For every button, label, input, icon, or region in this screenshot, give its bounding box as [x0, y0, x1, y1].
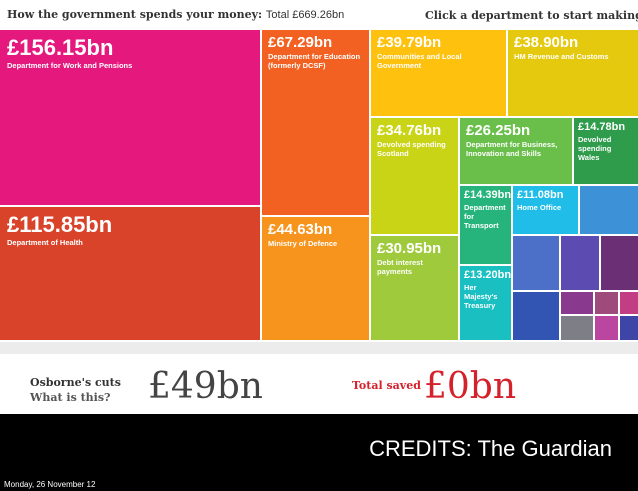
tile-small-department[interactable] — [513, 292, 561, 342]
tile-department: Department for Business, Innovation and … — [466, 140, 558, 158]
tile-small-department[interactable] — [620, 316, 638, 342]
tile-department: Communities and Local Government — [377, 52, 462, 70]
slide-date: Monday, 26 November 12 — [4, 480, 96, 489]
tile-department: Department of Health — [7, 238, 83, 247]
tile-treasury[interactable]: £13.20bn Her Majesty's Treasury — [460, 266, 513, 342]
tile-education[interactable]: £67.29bn Department for Education (forme… — [262, 30, 371, 217]
tile-small-department[interactable] — [601, 236, 638, 292]
total-saved-label: Total saved — [352, 379, 421, 392]
tile-department: Debt interest payments — [377, 258, 423, 276]
tile-small-department[interactable] — [595, 316, 620, 342]
total-spend: Total £669.26bn — [265, 9, 345, 21]
tile-amount: £30.95bn — [377, 240, 442, 257]
tile-communities[interactable]: £39.79bn Communities and Local Governmen… — [371, 30, 508, 118]
tile-health[interactable]: £115.85bn Department of Health — [0, 207, 262, 342]
tile-debt-interest[interactable]: £30.95bn Debt interest payments — [371, 236, 460, 342]
separator-band — [0, 342, 638, 354]
tile-department: Department for Education (formerly DCSF) — [268, 52, 361, 70]
tile-amount: £26.25bn — [466, 122, 531, 139]
total-saved-amount: £0bn — [424, 366, 517, 407]
tile-department: Home Office — [517, 203, 562, 212]
cuts-summary: Osborne's cuts What is this? £49bn Total… — [0, 354, 638, 414]
cta-instruction: Click a department to start making cuts✂ — [425, 8, 638, 23]
tile-department: Her Majesty's Treasury — [464, 283, 498, 310]
tile-wales[interactable]: £14.78bn Devolved spending Wales — [574, 118, 638, 186]
slide-frame: How the government spends your money: To… — [0, 0, 638, 478]
tile-department: Devolved spending Scotland — [377, 140, 446, 158]
tile-amount: £34.76bn — [377, 122, 442, 139]
tile-small-department[interactable] — [513, 236, 561, 292]
tile-small-department[interactable] — [595, 292, 620, 316]
tile-amount: £38.90bn — [514, 34, 579, 51]
tile-amount: £14.78bn — [578, 121, 626, 133]
tile-department: HM Revenue and Customs — [514, 52, 609, 61]
tile-scotland[interactable]: £34.76bn Devolved spending Scotland — [371, 118, 460, 236]
tile-small-department[interactable] — [580, 186, 638, 236]
what-is-this-link[interactable]: What is this? — [30, 391, 111, 404]
tile-amount: £44.63bn — [268, 221, 333, 238]
tile-amount: £14.39bn — [464, 189, 512, 201]
spending-treemap: £156.15bn Department for Work and Pensio… — [0, 30, 638, 342]
tile-amount: £11.08bn — [517, 189, 564, 201]
tile-small-department[interactable] — [620, 292, 638, 316]
tile-department: Department for Transport — [464, 203, 506, 230]
tile-department: Ministry of Defence — [268, 239, 338, 248]
cuts-title: Osborne's cuts — [30, 376, 121, 389]
title-text: How the government spends your money: — [7, 8, 263, 21]
tile-amount: £67.29bn — [268, 34, 333, 51]
tile-small-department[interactable] — [561, 316, 595, 342]
tile-business[interactable]: £26.25bn Department for Business, Innova… — [460, 118, 574, 186]
tile-amount: £39.79bn — [377, 34, 442, 51]
tile-small-department[interactable] — [561, 292, 595, 316]
cta-text: Click a department to start making cuts — [425, 9, 638, 22]
tile-department: Department for Work and Pensions — [7, 61, 133, 70]
tile-work-and-pensions[interactable]: £156.15bn Department for Work and Pensio… — [0, 30, 262, 207]
tile-small-department[interactable] — [561, 236, 601, 292]
tile-amount: £156.15bn — [7, 35, 114, 60]
cuts-amount: £49bn — [148, 366, 263, 407]
tile-home-office[interactable]: £11.08bn Home Office — [513, 186, 580, 236]
page-title: How the government spends your money: To… — [7, 8, 344, 21]
header: How the government spends your money: To… — [0, 0, 638, 30]
tile-amount: £13.20bn — [464, 269, 512, 281]
credits-band: CREDITS: The Guardian — [0, 414, 638, 478]
tile-department: Devolved spending Wales — [578, 135, 612, 162]
credits-caption: CREDITS: The Guardian — [369, 436, 612, 461]
tile-hmrc[interactable]: £38.90bn HM Revenue and Customs — [508, 30, 638, 118]
tile-transport[interactable]: £14.39bn Department for Transport — [460, 186, 513, 266]
tile-defence[interactable]: £44.63bn Ministry of Defence — [262, 217, 371, 342]
tile-amount: £115.85bn — [7, 212, 113, 237]
